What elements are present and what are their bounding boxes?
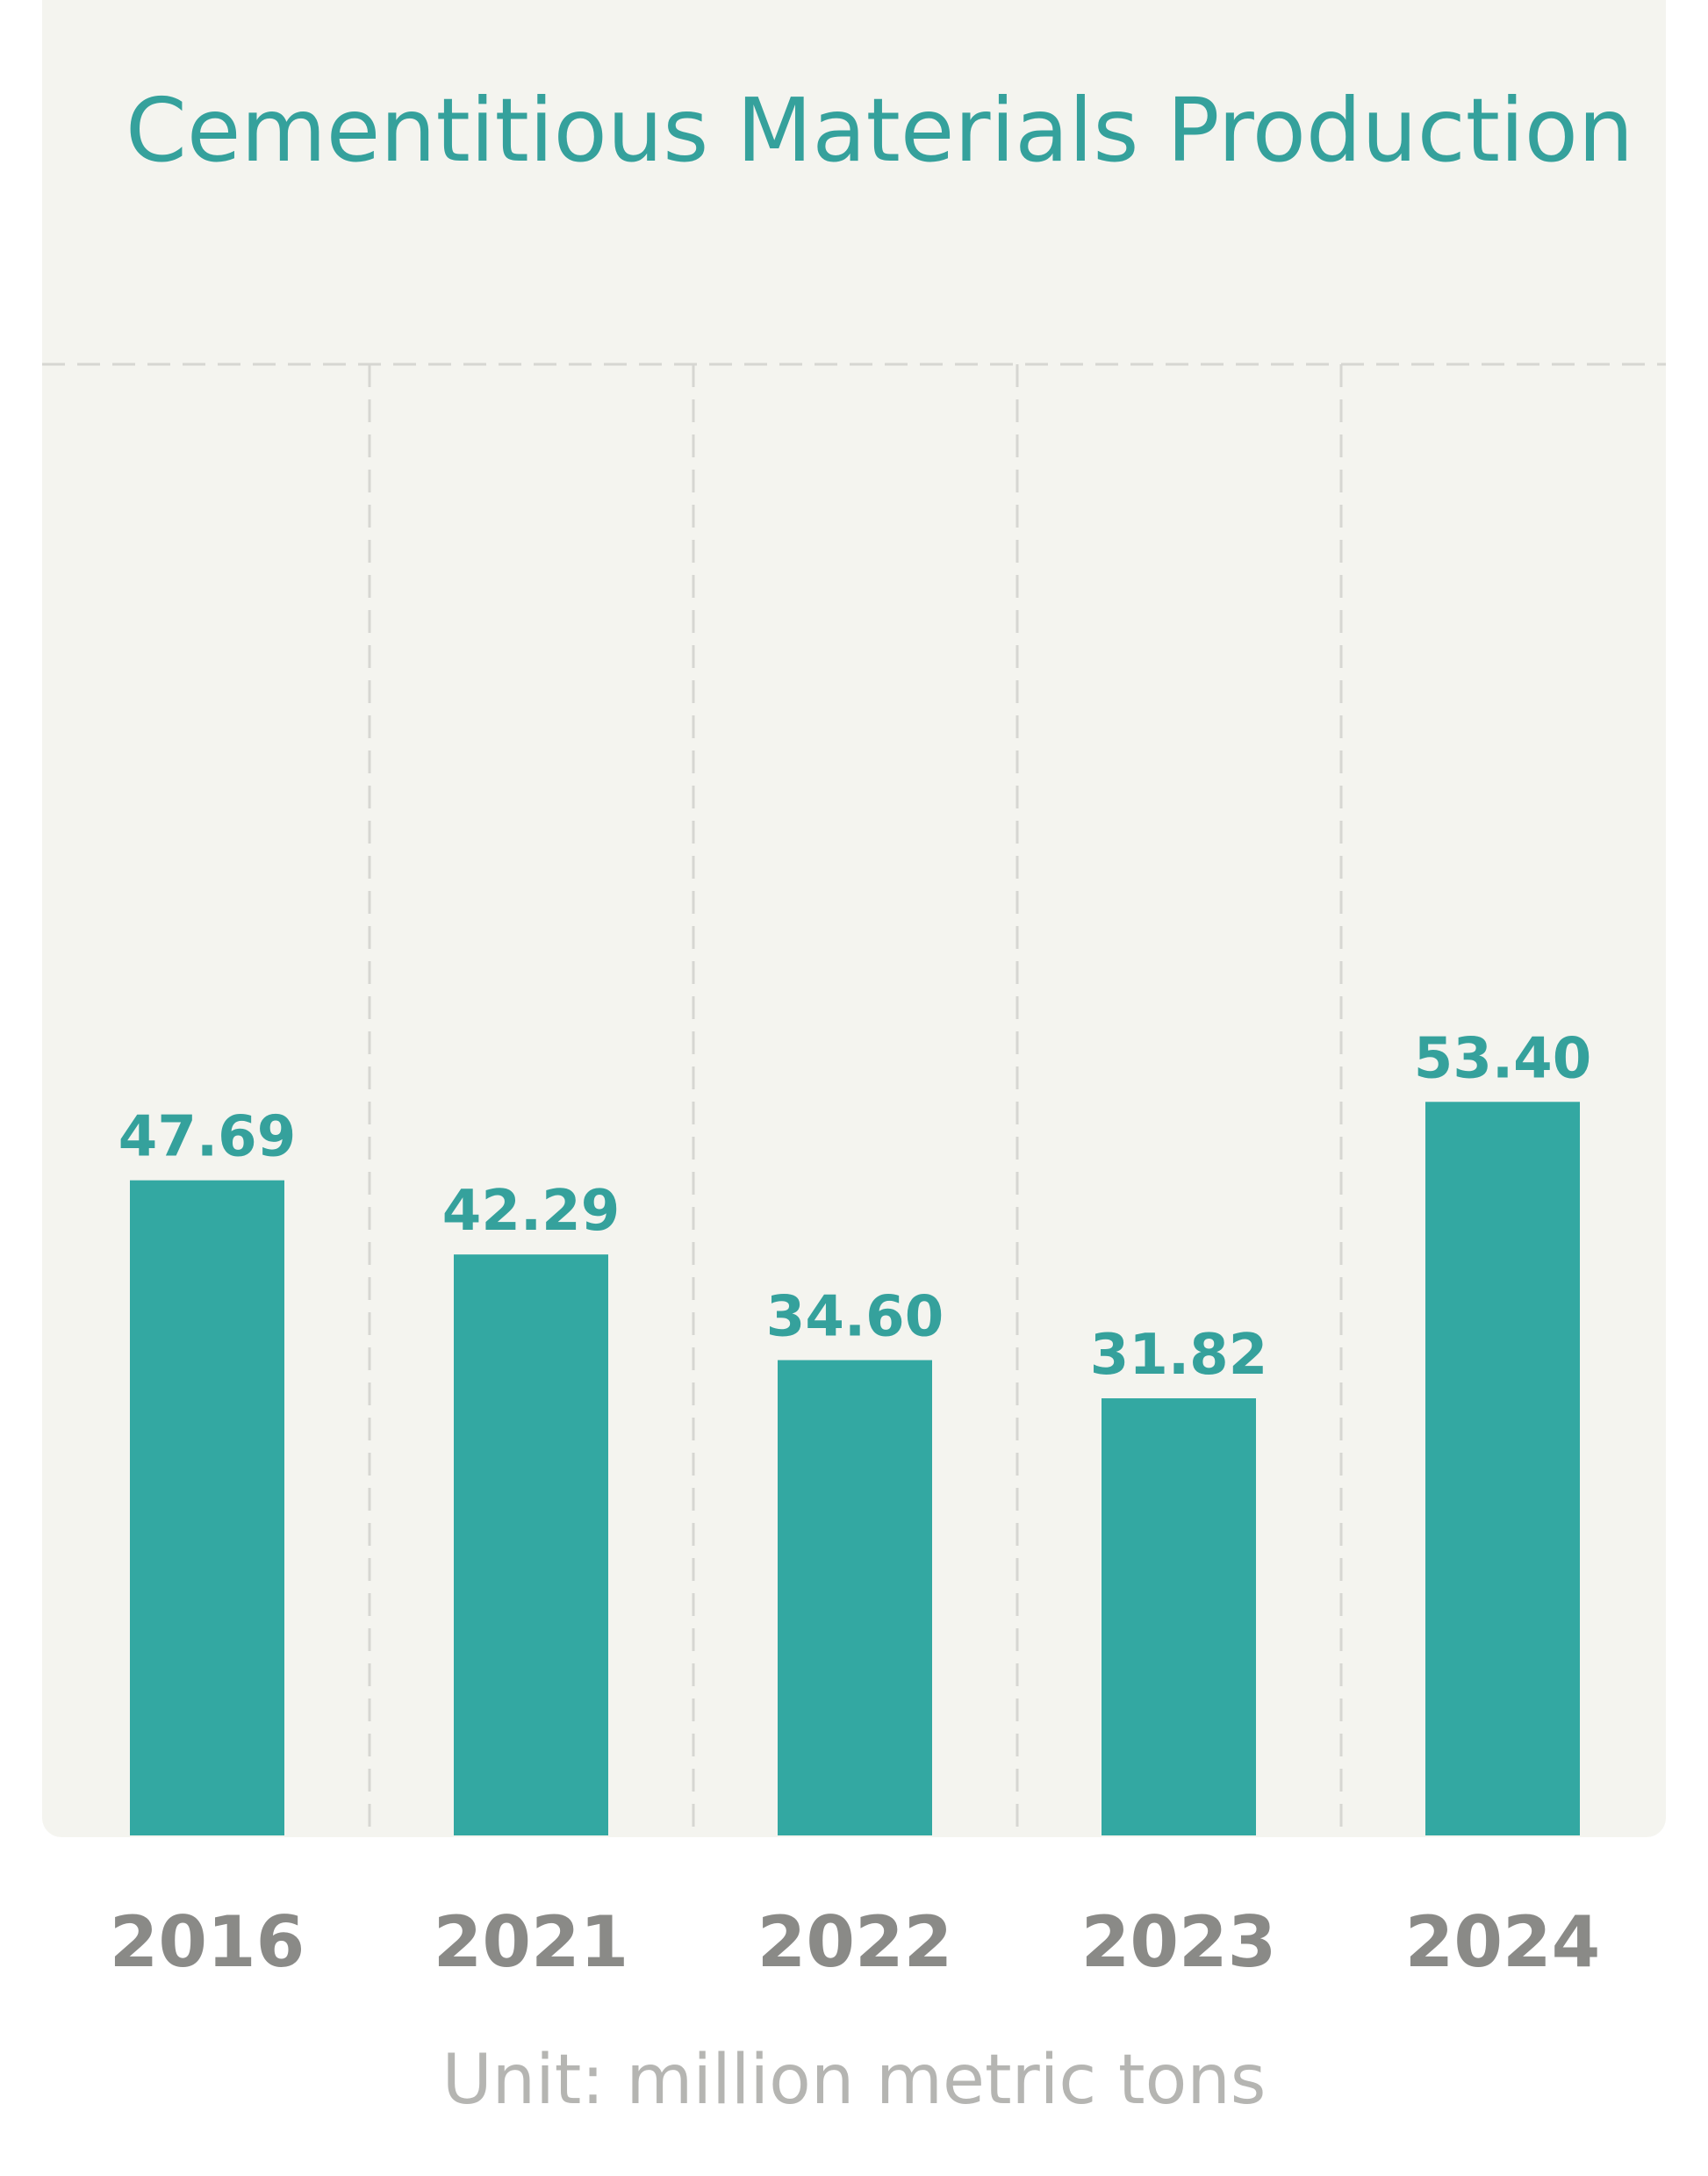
value-label-2021: 42.29 (442, 1179, 620, 1244)
bar-2023 (1102, 1398, 1256, 1835)
tick-label-2021: 2021 (434, 1901, 629, 1983)
chart-title: Cementitious Materials Production (126, 79, 1634, 182)
tick-label-2023: 2023 (1081, 1901, 1277, 1983)
value-labels: 47.69 42.29 34.60 31.82 53.40 (118, 1026, 1591, 1388)
x-axis-tick-labels: 2016 2021 2022 2023 2024 (110, 1901, 1601, 1983)
bar-2016 (130, 1180, 284, 1835)
value-label-2016: 47.69 (118, 1105, 296, 1170)
tick-label-2016: 2016 (110, 1901, 305, 1983)
value-label-2024: 53.40 (1414, 1026, 1591, 1091)
tick-label-2024: 2024 (1405, 1901, 1601, 1983)
bar-2022 (778, 1360, 932, 1835)
bar-2021 (454, 1254, 608, 1835)
grid-lines (42, 363, 1666, 1835)
unit-note: Unit: million metric tons (441, 2041, 1267, 2120)
bars (130, 1102, 1580, 1835)
value-label-2022: 34.60 (766, 1285, 944, 1350)
bar-2024 (1425, 1102, 1580, 1835)
tick-label-2022: 2022 (757, 1901, 953, 1983)
value-label-2023: 31.82 (1090, 1323, 1267, 1388)
